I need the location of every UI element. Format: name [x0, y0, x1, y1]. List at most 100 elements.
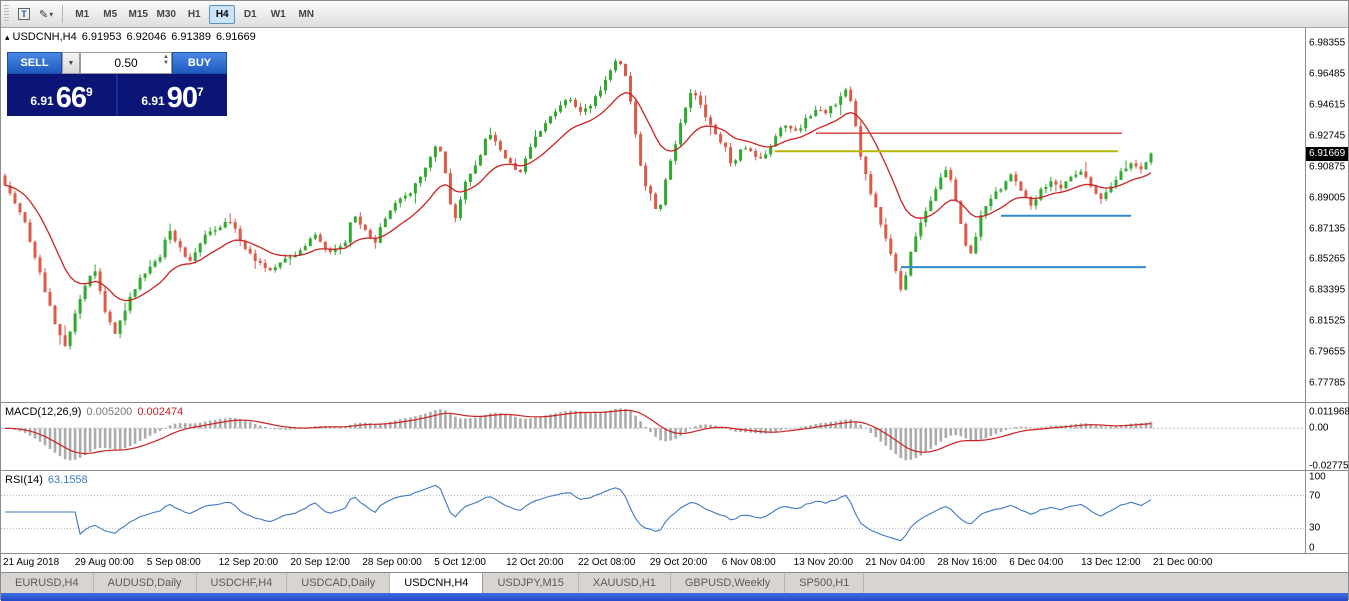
price-scale-label: 6.89005	[1309, 192, 1346, 204]
rsi-value: 63.1558	[47, 474, 88, 486]
chart-tab-eurusd-h4[interactable]: EURUSD,H4	[1, 573, 94, 593]
price-scale-label: 6.85265	[1309, 253, 1346, 265]
main-chart-plot[interactable]: ▴ USDCNH,H4 6.91953 6.92046 6.91389 6.91669 S…	[1, 28, 1307, 402]
chevron-down-icon: ▾	[49, 9, 54, 19]
one-click-trading-panel: SELL ▼ 0.50 ▲ ▼ BUY 6.91	[7, 52, 227, 116]
main-chart-panel: ▴ USDCNH,H4 6.91953 6.92046 6.91389 6.91669 S…	[1, 28, 1348, 403]
price-scale-label: 6.77785	[1309, 377, 1346, 389]
buy-button[interactable]: BUY	[172, 52, 227, 74]
price-scale-label: 6.90875	[1309, 161, 1346, 173]
macd-scale-label: 0.011968	[1309, 406, 1349, 418]
buy-price-prefix: 6.91	[141, 94, 165, 108]
taskbar-strip	[1, 593, 1348, 601]
rsi-panel: RSI(14) 63.1558 100 70 30 0	[1, 471, 1348, 554]
chart-tab-usdcad-daily[interactable]: USDCAD,Daily	[287, 573, 391, 593]
time-axis-label: 12 Sep 20:00	[218, 557, 279, 568]
rsi-plot[interactable]: RSI(14) 63.1558	[1, 471, 1307, 553]
sell-price-prefix: 6.91	[30, 94, 54, 108]
time-axis-label: 21 Aug 2018	[3, 557, 60, 568]
volume-input[interactable]: 0.50 ▲ ▼	[80, 52, 172, 74]
macd-plot[interactable]: MACD(12,26,9) 0.005200 0.002474	[1, 403, 1307, 470]
rsi-scale-label: 70	[1309, 490, 1321, 502]
sell-price-pip: 9	[85, 85, 93, 99]
timeframe-button-w1[interactable]: W1	[270, 8, 286, 20]
price-scale-label: 6.79655	[1309, 346, 1346, 358]
rsi-scale-label: 0	[1309, 542, 1315, 554]
chart-tab-usdchf-h4[interactable]: USDCHF,H4	[196, 573, 288, 593]
time-axis-label: 12 Oct 20:00	[506, 557, 564, 568]
rsi-scale-label: 30	[1309, 522, 1321, 534]
time-axis-label: 29 Aug 00:00	[74, 557, 134, 568]
rsi-name: RSI(14)	[5, 474, 43, 486]
volume-stepper[interactable]: ▲ ▼	[163, 54, 169, 66]
candlestick-chart[interactable]	[1, 28, 1306, 402]
time-axis-label: 21 Dec 00:00	[1153, 557, 1213, 568]
timeframe-button-d1[interactable]: D1	[243, 8, 257, 20]
chevron-down-icon: ▼	[67, 59, 75, 67]
time-axis-label: 29 Oct 20:00	[649, 557, 708, 568]
volume-value: 0.50	[114, 56, 138, 70]
chart-tab-usdcnh-h4[interactable]: USDCNH,H4	[390, 573, 484, 593]
time-axis-label: 6 Dec 04:00	[1009, 557, 1064, 568]
toolbar-drag-handle[interactable]	[4, 5, 9, 23]
chart-window-icon[interactable]: T	[14, 4, 34, 24]
time-axis[interactable]: 21 Aug 2018 29 Aug 00:00 5 Sep 08:00 12 Sep…	[1, 554, 1348, 573]
timeframe-bar: M1 M5 M15 M30 H1 H4 D1 W1 MN	[69, 4, 319, 24]
chart-window-glyph: T	[18, 8, 30, 20]
macd-panel: MACD(12,26,9) 0.005200 0.002474 0.011968 0.…	[1, 403, 1349, 472]
timeframe-button-mn[interactable]: MN	[298, 8, 315, 20]
timeframe-button-h4[interactable]: H4	[209, 4, 236, 24]
buy-price-display[interactable]: 6.91 90 7	[118, 74, 227, 116]
toolbar: T ✎ ▾ M1 M5 M15 M30 H1 H4 D1 W1 MN	[1, 1, 1348, 28]
time-axis-label: 28 Sep 00:00	[362, 557, 422, 568]
time-axis-label: 13 Nov 20:00	[793, 557, 854, 568]
buy-price-pip: 7	[196, 85, 204, 99]
chart-tab-audusd-daily[interactable]: AUDUSD,Daily	[93, 573, 197, 593]
timeframe-button-m15[interactable]: M15	[128, 8, 148, 20]
chart-ohlc-header: ▴ USDCNH,H4 6.91953 6.92046 6.91389 6.91669	[5, 31, 256, 43]
spin-up-icon: ▲	[163, 54, 169, 60]
ohlc-high: 6.92046	[126, 31, 167, 43]
chart-tab-sp500-h1[interactable]: SP500,H1	[785, 573, 865, 593]
chart-tab-xauusd-h1[interactable]: XAUUSD,H1	[578, 573, 671, 593]
ohlc-open: 6.91953	[81, 31, 122, 43]
drawing-tools-icon[interactable]: ✎ ▾	[36, 4, 56, 24]
price-scale[interactable]: 6.91669 6.98355 6.96485 6.94615 6.92745 6.90…	[1306, 28, 1348, 402]
price-scale-label: 6.94615	[1309, 99, 1346, 111]
sell-button[interactable]: SELL	[7, 52, 62, 74]
chart-tab-gbpusd-weekly[interactable]: GBPUSD,Weekly	[670, 573, 786, 593]
macd-name: MACD(12,26,9)	[5, 406, 82, 418]
time-axis-label: 6 Nov 08:00	[721, 557, 776, 568]
macd-label: MACD(12,26,9) 0.005200 0.002474	[5, 406, 183, 418]
macd-chart[interactable]	[1, 403, 1306, 470]
sell-price-display[interactable]: 6.91 66 9	[7, 74, 118, 116]
macd-signal-value: 0.002474	[137, 406, 184, 418]
price-scale-label: 6.81525	[1309, 315, 1346, 327]
timeframe-button-m1[interactable]: M1	[75, 8, 90, 20]
timeframe-button-m30[interactable]: M30	[156, 8, 176, 20]
rsi-scale[interactable]: 100 70 30 0	[1306, 471, 1348, 554]
macd-scale[interactable]: 0.011968 0.00 -0.02775	[1306, 403, 1349, 472]
rsi-chart[interactable]	[1, 471, 1306, 553]
symbol-label: USDCNH,H4	[12, 31, 77, 43]
toolbar-separator	[62, 5, 64, 23]
price-scale-label: 6.87135	[1309, 223, 1346, 234]
time-axis-label: 20 Sep 12:00	[290, 557, 351, 568]
price-scale-label: 6.96485	[1309, 68, 1346, 80]
time-axis-label: 28 Nov 16:00	[937, 557, 997, 568]
timeframe-button-m5[interactable]: M5	[103, 8, 118, 20]
spin-down-icon: ▼	[163, 60, 169, 66]
macd-scale-label: 0.00	[1309, 422, 1329, 434]
timeframe-button-h1[interactable]: H1	[187, 8, 201, 20]
pencil-icon: ✎	[39, 8, 49, 21]
chart-tab-usdjpy-m15[interactable]: USDJPY,M15	[483, 573, 579, 593]
time-axis-label: 21 Nov 04:00	[865, 557, 926, 568]
buy-price-big: 90	[166, 82, 198, 114]
rsi-scale-label: 100	[1309, 471, 1326, 483]
price-scale-label: 6.83395	[1309, 284, 1346, 296]
macd-main-value: 0.005200	[86, 406, 133, 418]
macd-scale-label: -0.02775	[1309, 460, 1349, 472]
ohlc-close: 6.91669	[216, 31, 256, 43]
volume-dropdown-button[interactable]: ▼	[62, 52, 80, 74]
